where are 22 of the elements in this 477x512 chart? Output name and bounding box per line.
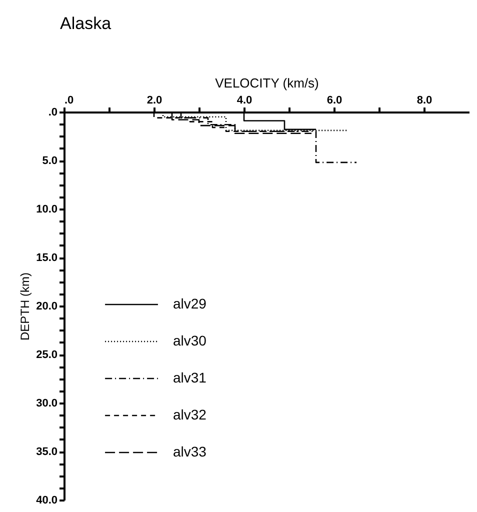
x-tick-label: 4.0 — [236, 94, 252, 106]
y-tick-label: 35.0 — [36, 446, 58, 458]
legend-label: alv32 — [173, 406, 207, 422]
legend-label: alv33 — [173, 444, 207, 460]
y-tick-label: 20.0 — [36, 300, 58, 312]
legend-label: alv29 — [173, 296, 207, 312]
y-axis-title: DEPTH (km) — [18, 272, 32, 340]
y-tick-label: .0 — [48, 106, 58, 118]
x-axis-title: VELOCITY (km/s) — [215, 76, 319, 90]
x-tick-label: 2.0 — [146, 94, 162, 106]
x-tick-label: .0 — [64, 94, 74, 106]
y-tick-label: 5.0 — [42, 155, 58, 167]
legend-label: alv31 — [173, 370, 207, 386]
y-tick-label: 30.0 — [36, 398, 58, 410]
legend-label: alv30 — [173, 332, 207, 348]
chart-title: Alaska — [60, 14, 112, 33]
x-tick-label: 6.0 — [326, 94, 342, 106]
y-tick-label: 25.0 — [36, 349, 58, 361]
y-tick-label: 40.0 — [36, 494, 58, 506]
y-tick-label: 10.0 — [36, 204, 58, 216]
y-tick-label: 15.0 — [36, 252, 58, 264]
x-tick-label: 8.0 — [416, 94, 432, 106]
